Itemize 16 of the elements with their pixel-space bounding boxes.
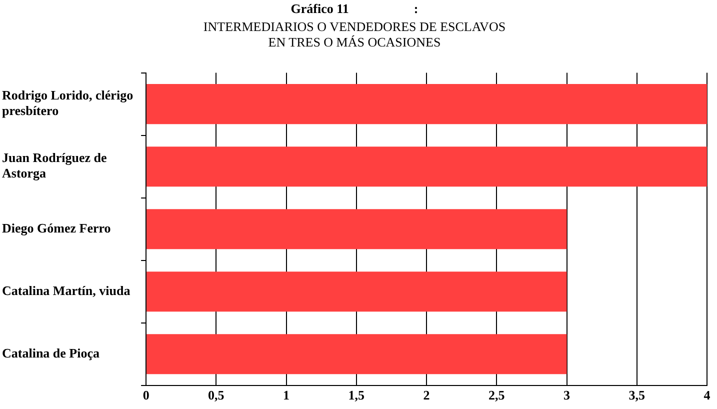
y-tick-label: Catalina de Pioça (2, 346, 100, 360)
x-tick-label: 0 (142, 388, 150, 403)
x-tick-label: 4 (704, 388, 711, 403)
y-tick-label: Diego Gómez Ferro (2, 220, 111, 236)
x-tick-label: 2 (423, 388, 430, 403)
x-tick-label: 1,5 (348, 388, 366, 403)
chart-subtitle: INTERMEDIARIOS O VENDEDORES DE ESCLAVOS EN TRES O MÁS OCASIONES (203, 18, 506, 50)
y-tick-label: Rodrigo Lorido, clérigo presbítero (2, 88, 134, 118)
x-tick-label: 3 (564, 388, 571, 403)
x-tick-label: 2,5 (488, 388, 506, 403)
x-tick-label: 1 (283, 388, 290, 403)
x-tick-label: 3,5 (628, 388, 646, 403)
y-tick-label: Juan Rodríguez de Astorga (2, 150, 107, 181)
chart-title: Gráfico 11 : (290, 1, 418, 16)
x-tick-label: 0,5 (208, 388, 225, 403)
y-tick-label: Catalina Martín, viuda (2, 282, 131, 298)
